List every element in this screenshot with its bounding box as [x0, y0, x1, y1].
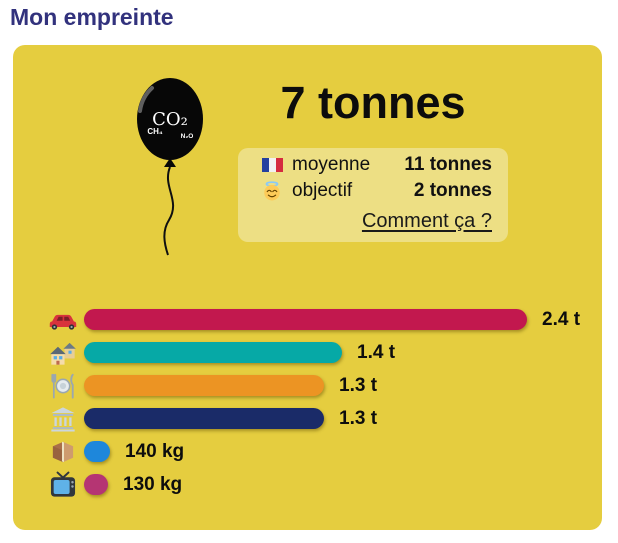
footprint-bar-chart: 2.4 t 1.4 t: [48, 303, 588, 501]
chart-row-housing: 1.4 t: [48, 336, 588, 369]
chart-row-public-services: 1.3 t: [48, 402, 588, 435]
footprint-card: CO₂ CH₄ N₂O 7 tonnes moyenne 11 tonnes: [13, 45, 602, 530]
bar-transport[interactable]: [84, 309, 527, 330]
bar-value-label: 130 kg: [123, 473, 183, 495]
balloon-body: [137, 78, 203, 160]
comparison-value: 2 tonnes: [413, 180, 492, 201]
bar-value-label: 1.4 t: [357, 341, 396, 363]
dining-icon: [48, 372, 78, 400]
bar-food[interactable]: [84, 375, 324, 396]
comparison-row-average: moyenne 11 tonnes: [262, 152, 492, 178]
bar-value-label: 2.4 t: [542, 308, 581, 330]
bar-public-services[interactable]: [84, 408, 324, 429]
page-title: Mon empreinte: [10, 4, 174, 30]
comparison-box: moyenne 11 tonnes objectif 2 tonnes Comm…: [238, 148, 508, 242]
chart-row-food: 1.3 t: [48, 369, 588, 402]
bar-value-label: 1.3 t: [339, 407, 378, 429]
bar-digital[interactable]: [84, 474, 108, 495]
how-is-it-calculated-link[interactable]: Comment ça ?: [361, 210, 492, 232]
bar-value-label: 1.3 t: [339, 374, 378, 396]
bar-housing[interactable]: [84, 342, 342, 363]
bank-building-icon: [48, 405, 78, 433]
package-icon: [48, 438, 78, 466]
chart-row-consumption: 140 kg: [48, 435, 588, 468]
balloon-string: [163, 166, 175, 256]
comparison-label: objectif: [292, 180, 353, 201]
balloon-gas-ch4: CH₄: [147, 127, 163, 136]
co2-balloon-icon: CO₂ CH₄ N₂O: [137, 78, 203, 256]
french-flag-icon: [262, 155, 284, 175]
comparison-row-target: objectif 2 tonnes: [262, 178, 492, 204]
chart-row-transport: 2.4 t: [48, 303, 588, 336]
comparison-value: 11 tonnes: [404, 154, 492, 175]
car-icon: [48, 306, 78, 334]
total-footprint-value: 7 tonnes: [280, 77, 466, 128]
balloon-gas-co2: CO₂: [152, 109, 188, 130]
balloon-gas-n2o: N₂O: [181, 133, 194, 140]
balloon-knot: [164, 158, 176, 167]
tv-icon: [48, 471, 78, 499]
bar-value-label: 140 kg: [125, 440, 185, 462]
balloon-highlight: [138, 86, 154, 113]
chart-row-digital: 130 kg: [48, 468, 588, 501]
houses-icon: [48, 339, 78, 367]
halo-face-icon: [262, 181, 284, 201]
bar-consumption[interactable]: [84, 441, 110, 462]
comparison-label: moyenne: [292, 154, 371, 175]
